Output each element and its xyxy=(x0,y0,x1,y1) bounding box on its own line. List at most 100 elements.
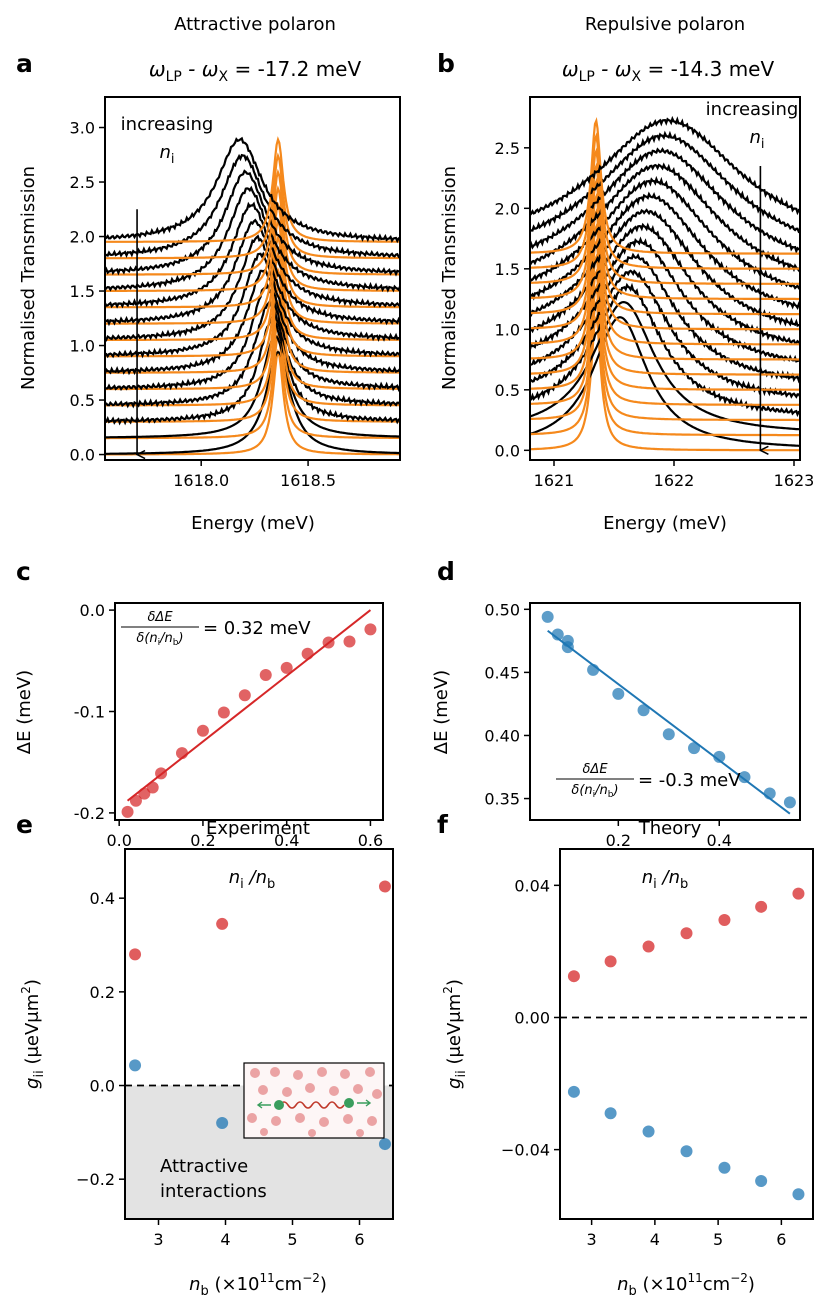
data-point xyxy=(155,767,168,780)
theory-trace xyxy=(530,268,800,406)
theory-trace xyxy=(530,207,800,346)
inset-schematic xyxy=(243,1062,385,1139)
data-point xyxy=(642,940,655,953)
ticks-f: 3 4 5 6 0.04 0.00 −0.04 xyxy=(501,876,787,1249)
experiment-trace xyxy=(105,269,400,376)
theory-trace xyxy=(105,299,400,407)
x-tick-label-c: 0.4 xyxy=(274,831,299,850)
ticks-b: 1621 1622 1623 0.0 0.5 1.0 1.5 2.0 2.5 xyxy=(495,139,815,490)
y-tick-label-a: 2.0 xyxy=(70,228,95,247)
data-point xyxy=(642,1125,655,1138)
slope-denominator-d: δ(ni/nb) xyxy=(571,783,618,800)
x-tick-label-f: 6 xyxy=(776,1230,786,1249)
experiment-trace xyxy=(105,234,400,342)
data-point xyxy=(551,628,564,641)
y-tick-label-e: −0.2 xyxy=(76,1170,115,1189)
traces-a xyxy=(105,136,400,456)
ylabel-a: Normalised Transmission xyxy=(18,166,39,390)
data-point xyxy=(378,880,391,893)
experiment-trace xyxy=(530,162,800,273)
y-tick-label-b: 1.5 xyxy=(495,260,520,279)
xlabel-e: nb (×1011cm−2) xyxy=(189,1271,327,1299)
experiment-trace xyxy=(105,299,400,409)
inset-interaction-wave xyxy=(279,1101,345,1109)
x-tick-label-c: 0.6 xyxy=(358,831,383,850)
x-tick-label-f: 4 xyxy=(650,1230,660,1249)
inset-particle xyxy=(250,1068,260,1078)
ylabel-c: ΔE (meV) xyxy=(14,670,35,754)
axes-frame-b xyxy=(529,96,801,461)
subtitle-b: ωLP - ωX = -14.3 meV xyxy=(562,57,775,85)
data-point xyxy=(322,636,335,649)
inset-particle xyxy=(340,1069,350,1079)
x-tick-label-e: 6 xyxy=(354,1230,364,1249)
x-tick-label-f: 5 xyxy=(713,1230,723,1249)
theory-trace xyxy=(530,117,800,255)
theory-trace xyxy=(530,238,800,376)
slope-value-c: = 0.32 meV xyxy=(203,618,311,639)
ylabel-d: ΔE (meV) xyxy=(431,670,452,754)
slope-denominator-c: δ(ni/nb) xyxy=(136,631,183,648)
x-tick-label-d: 0.2 xyxy=(606,831,631,850)
y-tick-label-a: 1.5 xyxy=(70,282,95,301)
experiment-trace xyxy=(530,191,800,310)
panel-e: Experiment Attractive interactions xyxy=(19,818,394,1299)
experiment-trace xyxy=(105,251,400,359)
panel-letter-d: d xyxy=(437,557,455,586)
data-point xyxy=(688,742,701,755)
ylabel-f: gii (μeVμm2) xyxy=(441,979,469,1089)
theory-trace xyxy=(530,222,800,361)
inset-particle xyxy=(372,1089,382,1099)
inset-particle xyxy=(343,1114,353,1124)
y-tick-label-d: 0.40 xyxy=(484,726,520,745)
experiment-trace xyxy=(105,185,400,293)
data-point xyxy=(718,1161,731,1174)
experiment-trace xyxy=(530,208,800,328)
x-tick-label-b: 1621 xyxy=(534,471,575,490)
experiment-trace xyxy=(105,281,400,392)
inset-particle xyxy=(317,1067,327,1077)
data-point xyxy=(662,728,675,741)
slope-numerator-c: δΔE xyxy=(147,610,173,625)
theory-trace xyxy=(105,234,400,341)
theory-trace xyxy=(530,147,800,285)
inset-particle xyxy=(367,1116,377,1126)
y-tick-label-a: 1.0 xyxy=(70,337,95,356)
inset-arrow-right xyxy=(357,1099,372,1107)
y-tick-label-a: 0.0 xyxy=(70,446,95,465)
inset-particle xyxy=(365,1067,375,1077)
y-tick-label-b: 0.5 xyxy=(495,381,520,400)
data-point xyxy=(343,635,356,648)
traces-b xyxy=(530,115,800,452)
data-point xyxy=(129,1059,142,1072)
y-tick-label-a: 3.0 xyxy=(70,119,95,138)
theory-trace xyxy=(105,266,400,374)
data-point xyxy=(738,771,751,784)
theory-trace xyxy=(530,298,800,437)
inset-particle xyxy=(282,1087,292,1097)
inset-particle xyxy=(305,1083,315,1093)
data-point xyxy=(718,914,731,927)
x-tick-label-c: 0.0 xyxy=(106,831,131,850)
y-tick-label-e: 0.0 xyxy=(90,1077,115,1096)
ticks-e: 3 4 5 6 0.4 0.2 0.0 −0.2 xyxy=(76,889,364,1249)
y-tick-label-b: 2.0 xyxy=(495,199,520,218)
region-label-line2: interactions xyxy=(160,1181,267,1202)
data-point xyxy=(755,1175,768,1188)
experiment-trace xyxy=(105,350,400,455)
slope-value-d: = -0.3 meV xyxy=(638,770,741,791)
x-tick-label-e: 4 xyxy=(220,1230,230,1249)
experiment-trace xyxy=(530,147,800,255)
ni-label-b: ni xyxy=(749,127,764,152)
theory-trace xyxy=(105,250,400,358)
x-tick-label-c: 0.2 xyxy=(190,831,215,850)
theory-trace xyxy=(105,201,400,309)
theory-trace xyxy=(105,136,400,243)
experiment-trace xyxy=(105,136,400,244)
ticks-c: 0.0 0.2 0.4 0.6 0.0 -0.1 -0.2 xyxy=(74,601,383,850)
inset-particles xyxy=(247,1067,382,1137)
y-tick-label-c: 0.0 xyxy=(80,601,105,620)
x-tick-label-e: 3 xyxy=(153,1230,163,1249)
inset-frame xyxy=(243,1062,385,1139)
